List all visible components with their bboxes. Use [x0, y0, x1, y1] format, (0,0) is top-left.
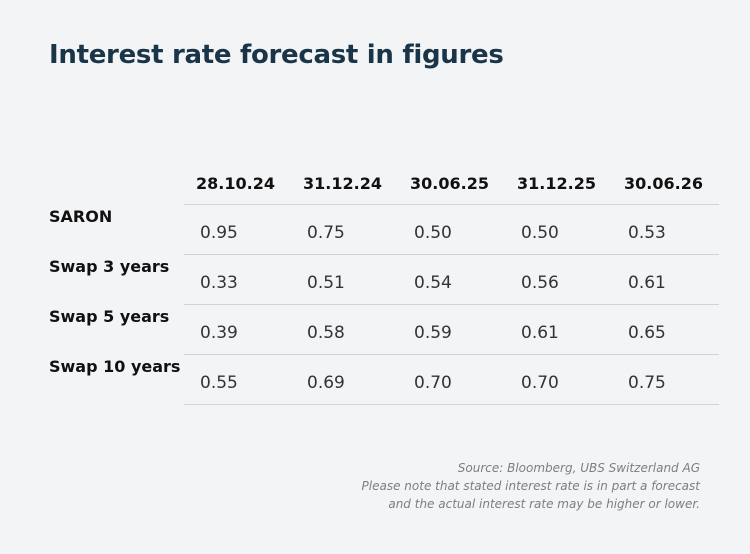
column-header: 31.12.25: [517, 173, 596, 193]
table-row: Swap 3 years 0.33 0.51 0.54 0.56 0.61: [44, 254, 719, 305]
table-cell: 0.75: [612, 354, 719, 405]
table-row: Swap 5 years 0.39 0.58 0.59 0.61 0.65: [44, 304, 719, 355]
row-label: Swap 3 years: [49, 256, 170, 276]
table-cell: 0.75: [291, 204, 398, 255]
column-header: 30.06.25: [410, 173, 489, 193]
footnote: Source: Bloomberg, UBS Switzerland AG Pl…: [362, 459, 700, 513]
table-row: Swap 10 years 0.55 0.69 0.70 0.70 0.75: [44, 354, 719, 405]
table-cell: 0.55: [184, 354, 291, 405]
table-cell: 0.33: [184, 254, 291, 305]
row-label: Swap 10 years: [49, 356, 181, 376]
table-cell: 0.39: [184, 304, 291, 355]
table-cell: 0.58: [291, 304, 398, 355]
table-cell: 0.61: [612, 254, 719, 305]
table-cell: 0.50: [505, 204, 612, 255]
table-cell: 0.51: [291, 254, 398, 305]
forecast-table: 28.10.24 31.12.24 30.06.25 31.12.25 30.0…: [44, 162, 719, 405]
table-cell: 0.65: [612, 304, 719, 355]
table-cell: 0.53: [612, 204, 719, 255]
page-title: Interest rate forecast in figures: [49, 40, 504, 70]
column-header: 28.10.24: [196, 173, 275, 193]
table-row: SARON 0.95 0.75 0.50 0.50 0.53: [44, 204, 719, 255]
table-cell: 0.61: [505, 304, 612, 355]
table-cell: 0.69: [291, 354, 398, 405]
disclaimer-line: Please note that stated interest rate is…: [361, 479, 700, 493]
table-cell: 0.59: [398, 304, 505, 355]
row-label: Swap 5 years: [49, 306, 170, 326]
table-cell: 0.70: [398, 354, 505, 405]
table-cell: 0.50: [398, 204, 505, 255]
disclaimer-line: and the actual interest rate may be high…: [388, 497, 700, 511]
table-header-row: 28.10.24 31.12.24 30.06.25 31.12.25 30.0…: [44, 162, 719, 205]
column-header: 31.12.24: [303, 173, 382, 193]
row-label: SARON: [49, 206, 113, 226]
column-header: 30.06.26: [624, 173, 703, 193]
table-cell: 0.54: [398, 254, 505, 305]
source-note: Source: Bloomberg, UBS Switzerland AG: [457, 461, 700, 475]
table-cell: 0.70: [505, 354, 612, 405]
table-corner: [44, 162, 184, 205]
table-cell: 0.56: [505, 254, 612, 305]
table-cell: 0.95: [184, 204, 291, 255]
